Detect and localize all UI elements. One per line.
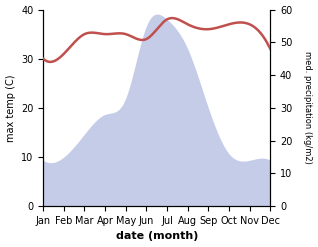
Y-axis label: max temp (C): max temp (C) [5, 74, 16, 142]
X-axis label: date (month): date (month) [115, 231, 198, 242]
Y-axis label: med. precipitation (kg/m2): med. precipitation (kg/m2) [303, 51, 313, 164]
